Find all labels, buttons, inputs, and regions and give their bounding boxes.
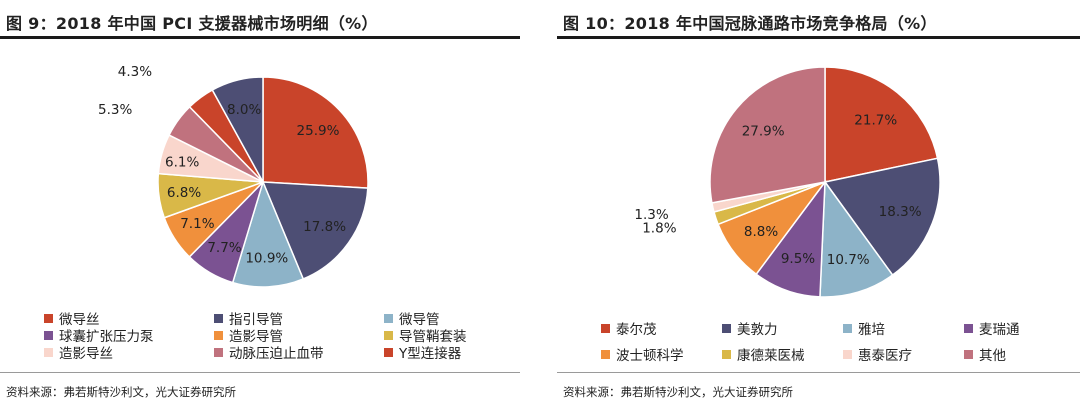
right-chart-panel: 图 10：2018 年中国冠脉通路市场竞争格局（%） 21.7% 18.3% 10.… (557, 0, 1080, 419)
right-legend-item-0: 泰尔茂 (601, 318, 657, 338)
left-slice-2 (231, 179, 305, 288)
right-legend-swatch-3 (964, 323, 973, 333)
left-legend-swatch-6 (44, 347, 53, 357)
left-legend-label-5: 导管鞘套装 (399, 329, 467, 345)
right-legend-swatch-2 (843, 323, 852, 333)
left-legend-item-7: 动脉压迫止血带 (214, 342, 324, 362)
right-pie-chart: 21.7% 18.3% 10.7% 9.5%8.8% 1.8%1.3% 27.9% (634, 66, 941, 298)
right-legend-item-5: 康德莱医械 (722, 344, 805, 364)
left-chart-panel: 图 9：2018 年中国 PCI 支援器械市场明细（%） 25.9% 17.8% 1… (0, 0, 520, 419)
left-legend-swatch-3 (44, 330, 53, 340)
left-legend-label-8: Y型连接器 (399, 346, 462, 362)
right-legend-label-4: 波士顿科学 (616, 348, 684, 364)
left-legend-label-1: 指引导管 (229, 312, 283, 328)
left-legend-item-1: 指引导管 (214, 308, 283, 328)
right-slice-label-3: 9.5% (781, 251, 815, 267)
left-slice-label-4: 7.1% (180, 216, 214, 232)
left-pie-chart: 25.9% 17.8% 10.9%7.7% 7.1% 6.8% 6.1% 5.3% 4.3% 8… (98, 64, 369, 288)
right-legend-swatch-6 (843, 349, 852, 359)
left-legend-label-6: 造影导丝 (59, 346, 113, 362)
right-legend-item-6: 惠泰医疗 (843, 344, 912, 364)
left-legend-swatch-7 (214, 347, 223, 357)
left-slice-label-1: 17.8% (303, 219, 346, 235)
left-legend-label-3: 球囊扩张压力泵 (59, 329, 154, 345)
left-legend-label-2: 微导管 (399, 312, 440, 328)
left-slice-label-3: 7.7% (207, 240, 241, 256)
right-legend-item-4: 波士顿科学 (601, 344, 684, 364)
left-slice-label-0: 25.9% (297, 123, 340, 139)
left-legend-label-0: 微导丝 (59, 312, 100, 328)
right-slice-label-0: 21.7% (854, 112, 897, 128)
left-legend-item-4: 造影导管 (214, 325, 283, 345)
left-slice-9 (211, 76, 264, 183)
right-slice-7 (709, 66, 826, 204)
right-source-rule (557, 372, 1080, 373)
left-slice-label-9: 8.0% (227, 102, 261, 118)
left-legend-label-4: 造影导管 (229, 329, 283, 345)
right-legend-item-7: 其他 (964, 344, 1006, 364)
left-slice-0 (262, 76, 369, 189)
right-legend-swatch-1 (722, 323, 731, 333)
right-legend-swatch-7 (964, 349, 973, 359)
right-slice-label-5: 1.8% (642, 221, 676, 237)
left-legend-item-6: 造影导丝 (44, 342, 113, 362)
left-legend-swatch-1 (214, 313, 223, 323)
right-legend-label-6: 惠泰医疗 (858, 348, 912, 364)
right-legend-label-1: 美敦力 (737, 322, 778, 338)
left-legend-label-7: 动脉压迫止血带 (229, 346, 324, 362)
left-slice-label-6: 6.1% (165, 155, 199, 171)
right-legend-label-5: 康德莱医械 (737, 348, 805, 364)
right-legend-swatch-4 (601, 349, 610, 359)
left-legend-item-8: Y型连接器 (384, 342, 461, 362)
right-legend-label-0: 泰尔茂 (616, 322, 657, 338)
right-legend-item-3: 麦瑞通 (964, 318, 1020, 338)
right-source-note: 资料来源：弗若斯特沙利文，光大证券研究所 (563, 385, 793, 399)
left-legend-swatch-0 (44, 313, 53, 323)
left-source-note: 资料来源：弗若斯特沙利文，光大证券研究所 (6, 385, 236, 399)
right-slice-0 (824, 66, 939, 183)
right-legend-label-3: 麦瑞通 (979, 322, 1020, 338)
left-slice-1 (261, 181, 369, 280)
left-slice-label-7: 5.3% (98, 102, 132, 118)
right-slice-label-4: 8.8% (744, 224, 778, 240)
left-source-rule (0, 372, 520, 373)
right-legend-item-1: 美敦力 (722, 318, 778, 338)
left-legend-item-2: 微导管 (384, 308, 440, 328)
left-legend-swatch-2 (384, 313, 393, 323)
right-title-rule (557, 36, 1080, 39)
right-slice-label-1: 18.3% (879, 204, 922, 220)
right-legend-swatch-0 (601, 323, 610, 333)
left-legend-swatch-5 (384, 330, 393, 340)
left-chart-title: 图 9：2018 年中国 PCI 支援器械市场明细（%） (6, 14, 378, 33)
left-legend-item-5: 导管鞘套装 (384, 325, 467, 345)
right-legend-swatch-5 (722, 349, 731, 359)
right-legend-item-2: 雅培 (843, 318, 885, 338)
left-legend-swatch-4 (214, 330, 223, 340)
right-legend-label-2: 雅培 (858, 322, 885, 338)
right-slice-2 (819, 179, 894, 298)
left-legend-item-3: 球囊扩张压力泵 (44, 325, 154, 345)
right-chart-title: 图 10：2018 年中国冠脉通路市场竞争格局（%） (563, 14, 937, 33)
right-slice-label-6: 1.3% (634, 207, 668, 223)
left-slice-label-8: 4.3% (118, 64, 152, 80)
right-slice-label-2: 10.7% (827, 252, 870, 268)
right-legend-label-7: 其他 (979, 348, 1006, 364)
left-title-rule (0, 36, 520, 39)
right-slice-label-7: 27.9% (742, 123, 785, 139)
left-slice-label-2: 10.9% (245, 251, 288, 267)
left-legend-swatch-8 (384, 347, 393, 357)
left-legend-item-0: 微导丝 (44, 308, 100, 328)
left-slice-label-5: 6.8% (167, 185, 201, 201)
right-slice-1 (823, 157, 941, 277)
